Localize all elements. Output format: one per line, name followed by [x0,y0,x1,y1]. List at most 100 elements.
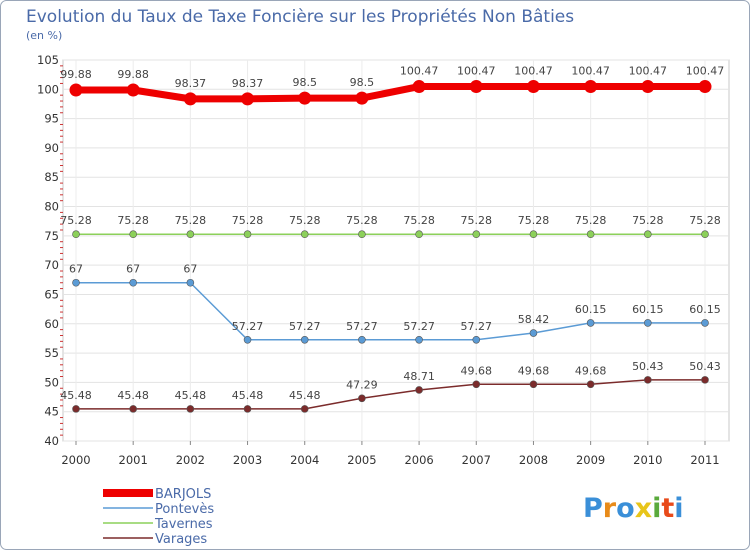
y-tick-label: 55 [44,346,59,360]
data-point [472,230,481,239]
data-label: 57.27 [461,320,493,333]
axis-layer: 40 45 50 55 60 65 70 75 80 85 90 95 100 105 2000 2001 20… [37,53,720,467]
data-label: 67 [126,263,140,276]
data-point [529,230,538,239]
data-label: 57.27 [232,320,264,333]
data-point [72,405,80,413]
y-tick-label: 75 [44,229,59,243]
data-point [183,92,197,106]
data-point [186,405,195,413]
data-label: 50.43 [689,360,721,373]
data-label: 98.37 [175,77,207,90]
y-tick-label: 70 [44,258,59,272]
y-tick-label: 45 [44,405,59,419]
data-label: 99.88 [60,68,92,81]
data-point [186,230,195,239]
data-point [243,405,252,413]
data-label: 57.27 [403,320,435,333]
y-tick-label: 85 [44,170,59,184]
data-point [701,230,709,239]
data-label: 100.47 [629,65,668,78]
data-label: 98.37 [232,77,264,90]
data-point [469,80,483,94]
data-label: 75.28 [175,214,207,227]
data-label: 75.28 [403,214,435,227]
data-point [129,278,137,287]
data-label: 49.68 [575,364,607,377]
x-tick-label: 2001 [119,453,148,467]
data-point [129,230,137,239]
data-point [243,230,252,239]
series-varages [72,376,709,413]
data-point [472,380,481,389]
data-point [586,380,595,389]
x-tick-label: 2000 [61,453,90,467]
data-label: 100.47 [686,65,725,78]
data-label: 100.47 [400,65,439,78]
y-tick-label: 50 [44,375,59,389]
proxiti-logo: Proxiti [583,493,684,524]
data-point [300,335,309,344]
data-point [644,376,652,384]
data-label: 45.48 [60,389,92,402]
data-point [526,80,540,94]
data-label: 75.28 [289,214,321,227]
data-label: 57.27 [346,320,378,333]
data-label: 45.48 [117,389,149,402]
data-point [701,319,709,327]
legend-label: BARJOLS [155,487,211,502]
data-point [186,278,195,287]
data-point [358,230,366,239]
x-tick-label: 2004 [290,453,319,467]
data-point [358,394,366,403]
data-point [698,80,712,94]
logo-letter: i [652,493,661,524]
data-point [300,230,309,239]
logo-letter: P [583,493,603,524]
data-label: 49.68 [518,364,550,377]
x-tick-label: 2010 [633,453,662,467]
series-tavernes [72,230,709,239]
y-tick-label: 40 [44,434,59,448]
data-label: 48.71 [403,370,435,383]
y-tick-label: 105 [37,53,59,67]
data-label: 57.27 [289,320,321,333]
data-label-layer: 67 67 67 57.27 57.27 57.27 57.27 57.27 58.42 60.1… [60,65,724,402]
data-point [415,230,423,239]
data-point [641,80,655,94]
y-tick-label: 60 [44,317,59,331]
data-point [243,335,252,344]
x-tick-label: 2011 [690,453,719,467]
x-tick-label: 2009 [576,453,605,467]
y-tick-label: 90 [44,141,59,155]
data-label: 75.28 [117,214,149,227]
data-point [412,80,426,94]
data-point [129,405,137,413]
data-point [529,329,538,337]
plot-area [62,59,730,442]
data-label: 75.28 [518,214,550,227]
logo-letter: r [603,493,617,524]
data-point [298,91,312,105]
x-tick-label: 2002 [176,453,205,467]
data-point [586,230,595,239]
data-point [584,80,598,94]
logo-letter: i [674,493,683,524]
data-point [358,335,366,344]
data-label: 58.42 [518,313,550,326]
y-tick-label: 100 [37,82,59,96]
data-label: 75.28 [461,214,493,227]
logo-letter: o [616,493,635,524]
data-point [415,335,423,344]
data-point [644,319,652,327]
x-tick-label: 2006 [404,453,433,467]
series-line [72,83,709,103]
data-label: 75.28 [60,214,92,227]
series-pontevès [72,278,709,344]
series-layer [69,80,712,413]
y-tick-label: 95 [44,112,59,126]
data-point [355,91,369,105]
data-label: 50.43 [632,360,664,373]
x-tick-label: 2003 [233,453,262,467]
